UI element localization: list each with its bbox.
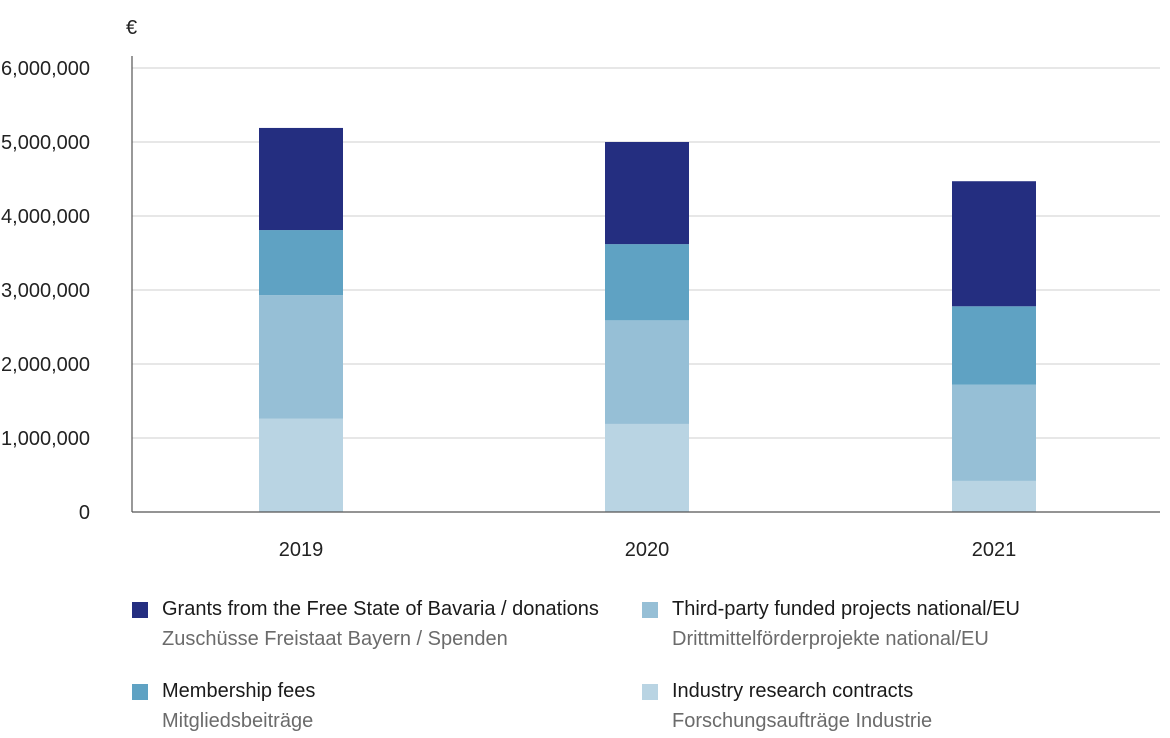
bar-segment (952, 306, 1036, 385)
bar-segment (605, 142, 689, 245)
bar-segment (605, 320, 689, 424)
y-unit-label: € (126, 17, 137, 39)
bar-segment (952, 181, 1036, 307)
bar-segment (952, 384, 1036, 481)
y-tick-label: 0 (79, 502, 90, 524)
bar-segment (259, 230, 343, 296)
bar-segment (605, 244, 689, 321)
bar-segment (605, 423, 689, 512)
x-tick-label: 2020 (625, 539, 670, 561)
bar-segment (259, 127, 343, 231)
bar-segment (259, 295, 343, 419)
x-tick-label: 2021 (972, 539, 1017, 561)
y-tick-label: 4,000,000 (1, 206, 90, 228)
y-tick-label: 1,000,000 (1, 428, 90, 450)
y-tick-label: 3,000,000 (1, 280, 90, 302)
y-tick-label: 5,000,000 (1, 132, 90, 154)
y-tick-label: 2,000,000 (1, 354, 90, 376)
bar-segment (952, 480, 1036, 512)
y-tick-label: 6,000,000 (1, 58, 90, 80)
bar-segment (259, 418, 343, 512)
x-tick-label: 2019 (279, 539, 324, 561)
